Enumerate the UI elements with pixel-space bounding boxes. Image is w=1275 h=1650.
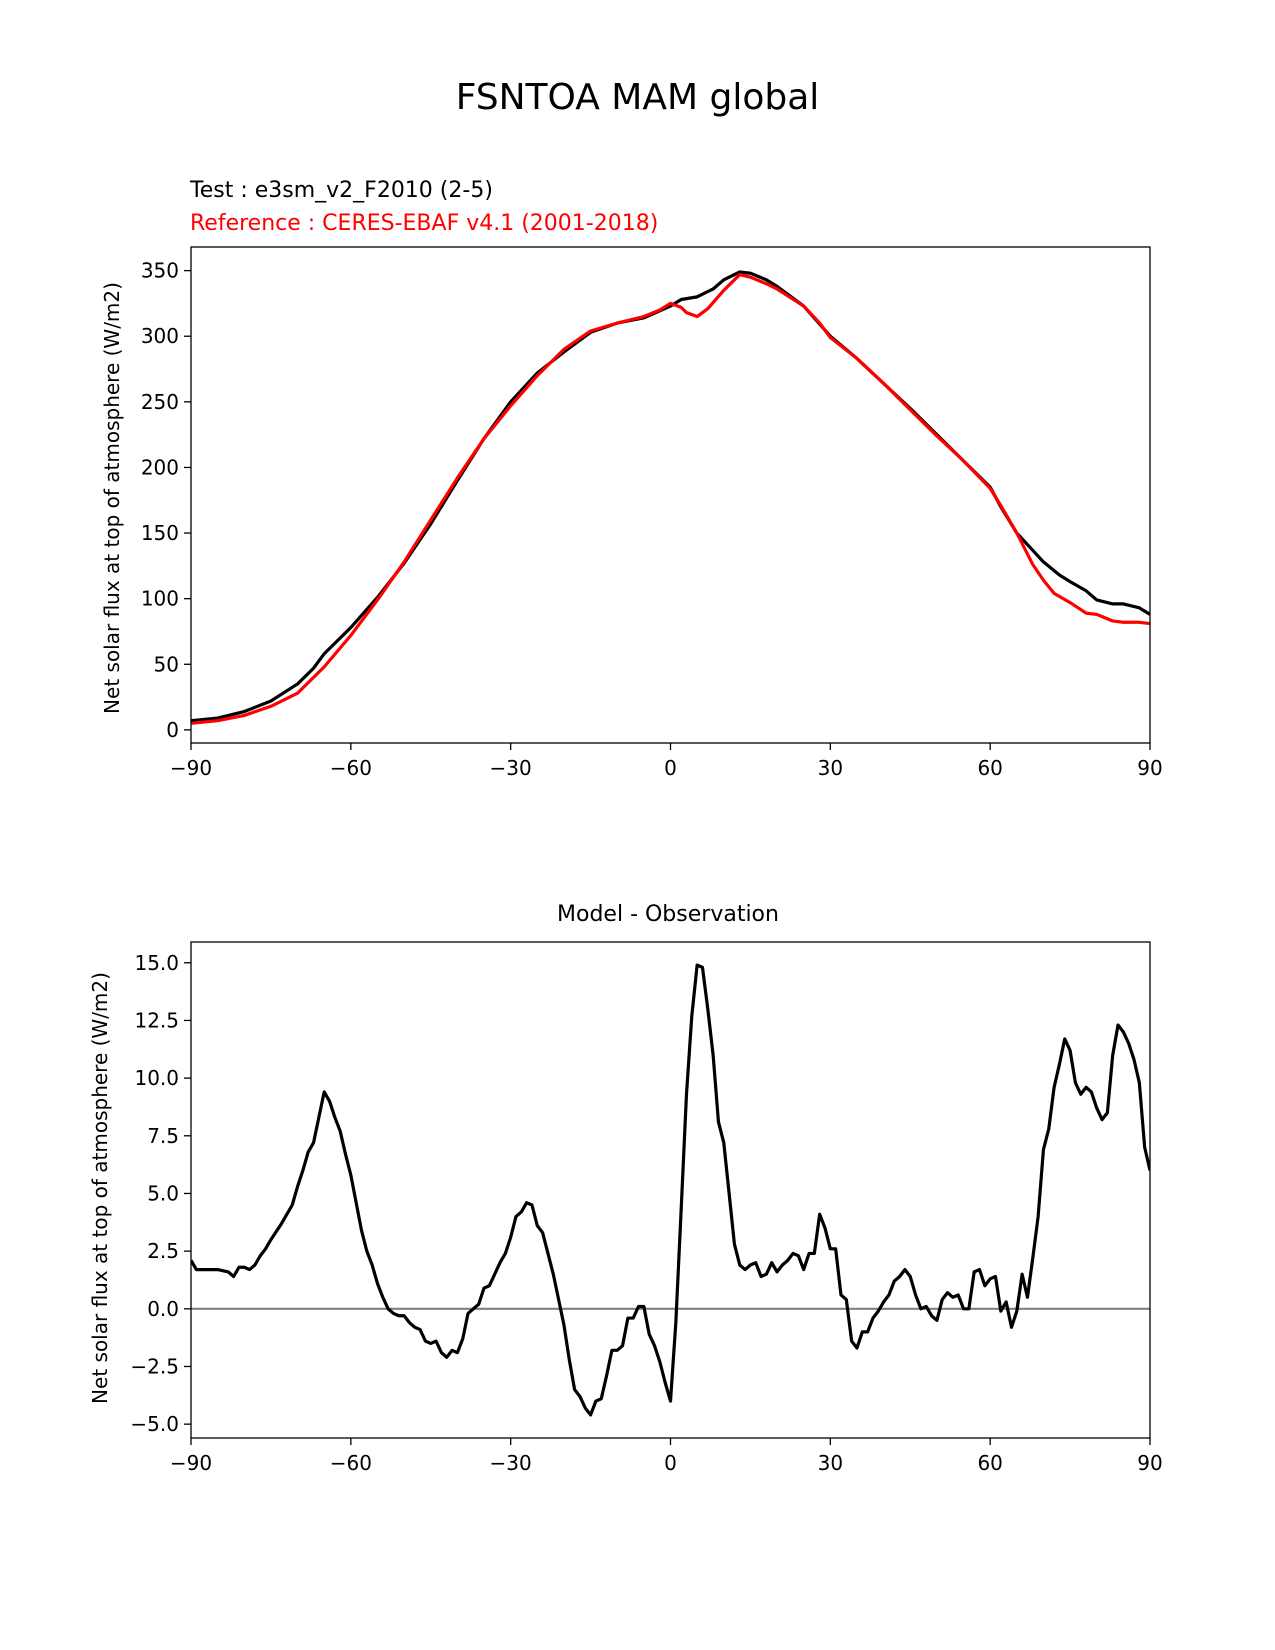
bottom-xtick-label: −90 bbox=[170, 1451, 212, 1475]
top-ytick-label: 350 bbox=[141, 259, 179, 283]
top-plot-area: −90 −60 −30 0 30 60 90 0 50 100 150 200 250 300 350 bbox=[141, 246, 1163, 780]
bottom-xtick-label: 0 bbox=[664, 1451, 677, 1475]
top-ytick-label: 250 bbox=[141, 390, 179, 414]
bottom-xtick-label: −30 bbox=[490, 1451, 532, 1475]
bottom-xtick-label: 60 bbox=[977, 1451, 1002, 1475]
bottom-ytick-label: −2.5 bbox=[130, 1354, 179, 1378]
bottom-ytick-label: 0.0 bbox=[147, 1297, 179, 1321]
top-ytick-label: 50 bbox=[154, 652, 179, 676]
bottom-ylabel: Net solar flux at top of atmosphere (W/m… bbox=[88, 972, 112, 1404]
top-ytick-label: 0 bbox=[166, 718, 179, 742]
top-xtick-label: 60 bbox=[977, 756, 1002, 780]
top-xtick-label: 90 bbox=[1137, 756, 1162, 780]
top-series-line-1 bbox=[191, 272, 1150, 725]
top-xtick-label: 0 bbox=[664, 756, 677, 780]
top-ytick-label: 200 bbox=[141, 455, 179, 479]
bottom-axes-frame bbox=[190, 941, 1151, 1439]
top-xtick-label: −30 bbox=[490, 756, 532, 780]
top-xtick-label: −60 bbox=[330, 756, 372, 780]
test-label: Test : e3sm_v2_F2010 (2-5) bbox=[189, 178, 493, 203]
bottom-plot-area: −90 −60 −30 0 30 60 90 −5.0 −2.5 0.0 2.5 5.0 7.5 10.0… bbox=[130, 941, 1163, 1475]
top-ytick-label: 100 bbox=[141, 587, 179, 611]
bottom-ytick-label: 5.0 bbox=[147, 1181, 179, 1205]
bottom-ytick-label: 2.5 bbox=[147, 1239, 179, 1263]
top-axes-frame bbox=[190, 246, 1151, 744]
top-ytick-label: 150 bbox=[141, 521, 179, 545]
bottom-ytick-label: 7.5 bbox=[147, 1124, 179, 1148]
bottom-ytick-label: −5.0 bbox=[130, 1412, 179, 1436]
bottom-series-line-0 bbox=[191, 963, 1150, 1417]
bottom-title: Model - Observation bbox=[557, 902, 779, 927]
bottom-ytick-label: 10.0 bbox=[134, 1066, 179, 1090]
bottom-xtick-label: 90 bbox=[1137, 1451, 1162, 1475]
top-chart: Test : e3sm_v2_F2010 (2-5) Reference : C… bbox=[100, 178, 1163, 780]
bottom-ytick-label: 15.0 bbox=[134, 951, 179, 975]
bottom-ytick-label: 12.5 bbox=[134, 1008, 179, 1032]
top-series-line-0 bbox=[191, 270, 1150, 723]
bottom-xtick-label: −60 bbox=[330, 1451, 372, 1475]
bottom-xtick-label: 30 bbox=[818, 1451, 843, 1475]
top-xtick-label: 30 bbox=[818, 756, 843, 780]
top-ytick-label: 300 bbox=[141, 324, 179, 348]
top-xtick-label: −90 bbox=[170, 756, 212, 780]
figure-title: FSNTOA MAM global bbox=[456, 77, 820, 118]
top-ylabel: Net solar flux at top of atmosphere (W/m… bbox=[100, 282, 124, 714]
bottom-chart: Model - Observation Net solar flux at to… bbox=[88, 902, 1163, 1475]
reference-label: Reference : CERES-EBAF v4.1 (2001-2018) bbox=[190, 211, 658, 236]
